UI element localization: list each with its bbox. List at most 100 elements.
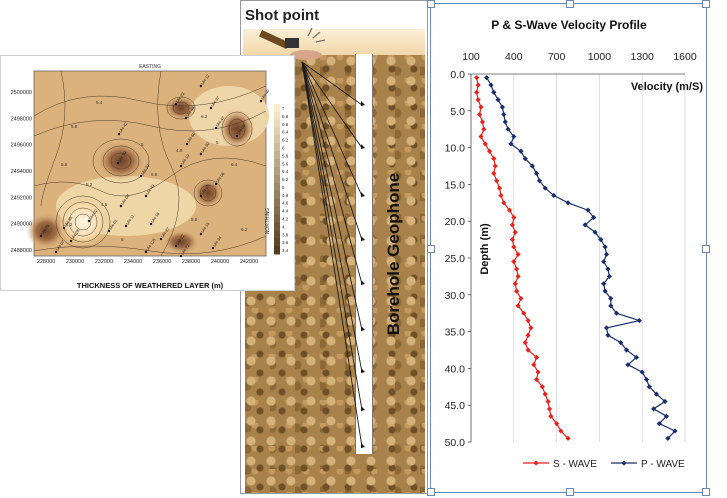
data-point — [484, 75, 490, 81]
resize-handle-top-right[interactable] — [702, 0, 710, 8]
map-x-tick-label: 242000 — [240, 259, 258, 265]
station-marker: UH-16 — [150, 211, 161, 226]
colorbar-tick-label: 5.6 — [282, 161, 289, 166]
map-top-label: EASTING — [139, 64, 161, 70]
resize-handle-bottom-right[interactable] — [702, 488, 710, 496]
station-label: UH-27 — [160, 226, 171, 239]
station-label: UH-59 — [117, 150, 128, 163]
ray-path — [301, 61, 363, 285]
data-point — [486, 148, 493, 154]
colorbar-swatch — [274, 175, 280, 184]
resize-handle-top-left[interactable] — [427, 0, 435, 8]
colorbar-tick-label: 4.8 — [282, 193, 289, 198]
station-marker: UH-75 — [40, 223, 51, 238]
station-marker: UH-19 — [180, 153, 191, 168]
station-label: UH-49 — [145, 183, 156, 196]
station-label: UH-25 — [200, 183, 211, 196]
map-x-title: THICKNESS OF WEATHERED LAYER (m) — [77, 281, 224, 290]
data-point — [512, 229, 518, 235]
colorbar-swatch — [274, 127, 280, 137]
colorbar-tick-label: 4 — [282, 224, 285, 229]
colorbar-swatch — [274, 198, 280, 208]
data-point — [602, 244, 608, 250]
data-point — [535, 369, 541, 375]
data-point — [478, 104, 484, 110]
station-marker: UH-47 — [215, 115, 226, 130]
contour-label: 5.2 — [86, 182, 93, 187]
ray-paths — [259, 27, 365, 448]
data-point — [545, 398, 551, 405]
map-y-tick-label: 2492000 — [11, 195, 32, 201]
map-y-tick-label: 2498000 — [11, 116, 32, 122]
data-point — [511, 259, 517, 265]
station-label: UH-40 — [260, 88, 271, 101]
colorbar-swatch — [274, 119, 280, 129]
data-point — [554, 421, 560, 427]
station-label: UH-47 — [215, 115, 226, 128]
geophone-marker — [361, 144, 365, 149]
contour-label: 6.6 — [151, 172, 158, 177]
data-point — [643, 376, 650, 383]
y-tick-label: 0.0 — [450, 69, 465, 81]
data-point — [501, 111, 507, 118]
data-point — [511, 214, 517, 221]
colorbar-swatch — [274, 111, 280, 121]
ray-path — [301, 61, 363, 373]
data-point — [511, 244, 517, 250]
colorbar-tick-label: 6.6 — [282, 122, 289, 127]
station-marker: UH-07 — [55, 239, 66, 254]
colorbar-swatch — [274, 159, 280, 168]
contour-lines — [33, 70, 267, 257]
station-marker: UH-59 — [117, 150, 128, 165]
data-point — [531, 362, 537, 368]
map-y-tick-label: 2500000 — [11, 90, 32, 96]
station-label: UH-07 — [55, 239, 66, 252]
data-point — [475, 97, 481, 103]
data-point — [515, 273, 521, 279]
y-tick-label: 40.0 — [445, 363, 466, 375]
station-label: UH-75 — [40, 223, 51, 236]
velocity-profile-panel[interactable]: P & S-Wave Velocity Profile Velocity (m/… — [427, 0, 710, 496]
resize-handle-top[interactable] — [566, 0, 574, 8]
x-tick-label: 700 — [548, 51, 566, 63]
station-marker: UH-23 — [175, 91, 186, 106]
data-point — [509, 237, 515, 243]
station-label: UH-60 — [186, 131, 197, 144]
colorbar-tick-label: 5 — [282, 185, 285, 190]
contour-label: 6.2 — [201, 114, 208, 119]
geophone-marker — [361, 406, 365, 411]
legend-label: P - WAVE — [641, 459, 685, 470]
data-point — [518, 295, 524, 302]
colorbar-tick-label: 4.6 — [282, 201, 289, 206]
y-tick-label: 45.0 — [445, 400, 466, 412]
geophone-marker — [361, 326, 365, 331]
contour-label: 4.8 — [176, 148, 183, 153]
station-marker: UH-68 — [236, 123, 247, 138]
data-point — [665, 435, 671, 441]
map-right-label: NORTHING — [265, 208, 271, 235]
map-x-tick-label: 236000 — [153, 259, 171, 265]
geophone-marker — [361, 101, 365, 106]
data-point — [514, 266, 520, 272]
data-point — [482, 141, 488, 147]
colorbar-swatch — [274, 143, 280, 152]
data-point — [474, 75, 480, 81]
station-label: UH-30 — [200, 141, 211, 154]
station-label: UH-19 — [180, 153, 191, 166]
contour-label: 5.8 — [71, 124, 78, 129]
map-y-tick-label: 2494000 — [11, 169, 32, 175]
data-point — [479, 119, 486, 125]
resize-handle-left[interactable] — [427, 245, 435, 253]
data-point — [499, 104, 505, 110]
station-marker: UH-15 — [200, 221, 211, 236]
station-marker: UH-02 — [88, 208, 99, 223]
data-point — [601, 259, 607, 265]
colorbar-tick-label: 5.2 — [282, 177, 289, 182]
resize-handle-bottom-left[interactable] — [427, 488, 435, 496]
map-y-tick-label: 2496000 — [11, 143, 32, 149]
station-marker: UH-34 — [212, 235, 223, 250]
contour-label: 4.6 — [101, 202, 108, 207]
resize-handle-right[interactable] — [702, 245, 710, 253]
resize-handle-bottom[interactable] — [566, 488, 574, 496]
data-point — [525, 347, 531, 353]
